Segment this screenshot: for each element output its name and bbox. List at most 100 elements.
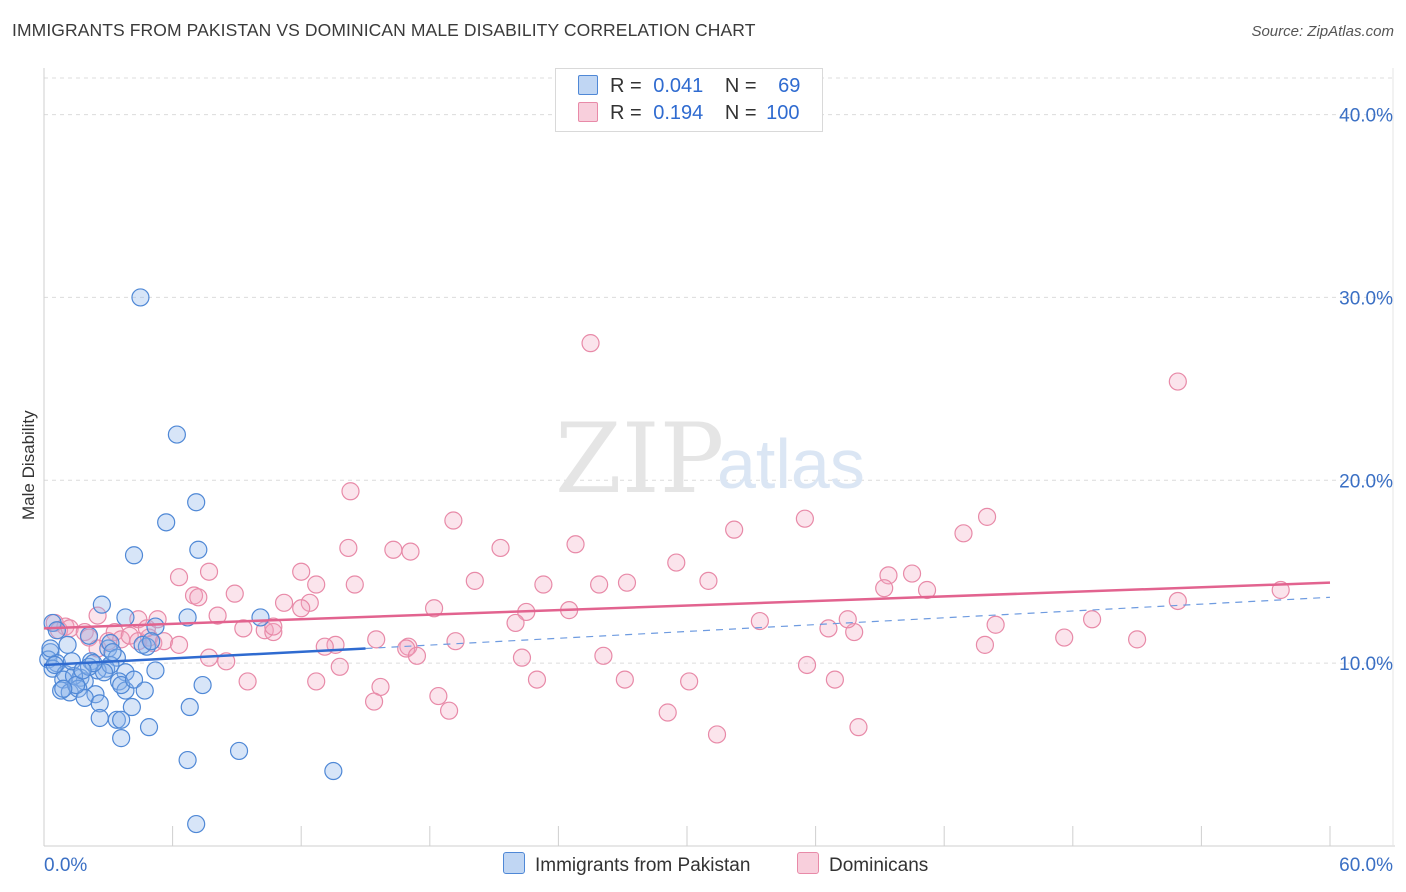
y-tick-label: 10.0%: [1339, 654, 1393, 675]
point-dominicans: [264, 622, 283, 642]
point-dominicans: [429, 686, 448, 706]
point-pakistan: [180, 697, 199, 717]
point-dominicans: [527, 670, 547, 689]
point-dominicans: [234, 619, 253, 638]
trend-lines: [43, 581, 1331, 667]
point-dominicans: [465, 571, 484, 590]
point-pakistan: [122, 697, 141, 717]
point-dominicans: [819, 619, 838, 638]
point-pakistan: [229, 741, 249, 761]
point-pakistan: [90, 694, 109, 713]
point-dominicans: [902, 564, 922, 583]
point-dominicans: [954, 524, 973, 543]
legend-n-value: 69: [778, 75, 801, 97]
point-dominicans: [401, 542, 420, 561]
chart-title: IMMIGRANTS FROM PAKISTAN VS DOMINICAN MA…: [12, 20, 756, 40]
point-dominicans: [88, 606, 107, 625]
point-pakistan: [92, 595, 111, 614]
point-pakistan: [58, 635, 77, 654]
point-pakistan: [116, 608, 135, 627]
grid-layer: [44, 77, 1395, 664]
point-dominicans: [339, 538, 358, 558]
point-dominicans: [444, 511, 463, 530]
point-dominicans: [292, 599, 311, 618]
legend-row-dominicans: R = 0.194 N = 100: [578, 102, 800, 128]
point-dominicans: [725, 520, 744, 539]
point-dominicans: [292, 562, 311, 581]
legend-swatch-dominicans: [578, 102, 598, 122]
point-dominicans: [189, 588, 208, 607]
legend-swatch-pakistan: [578, 75, 598, 95]
point-pakistan: [142, 632, 161, 651]
point-dominicans: [566, 535, 585, 554]
bottom-legend-dominicans[interactable]: Dominicans: [797, 852, 928, 877]
point-dominicans: [825, 670, 844, 689]
point-pakistan: [103, 643, 122, 662]
trend-pakistan: [43, 647, 366, 667]
point-dominicans: [407, 646, 427, 665]
point-dominicans: [667, 553, 686, 572]
point-pakistan: [124, 670, 144, 689]
point-pakistan: [112, 729, 131, 748]
point-dominicans: [169, 635, 189, 654]
point-dominicans: [208, 606, 227, 625]
point-pakistan: [167, 425, 186, 444]
watermark-zip: ZIP: [555, 403, 724, 515]
point-pakistan: [187, 493, 206, 512]
axes-layer: [43, 68, 1395, 847]
dominicans-points: [45, 334, 1290, 744]
point-pakistan: [187, 814, 206, 834]
point-dominicans: [512, 648, 532, 667]
legend-r-label: R =: [610, 102, 642, 124]
point-dominicans: [274, 593, 294, 612]
point-pakistan: [79, 626, 99, 645]
point-dominicans: [397, 639, 416, 658]
point-pakistan: [157, 513, 176, 532]
legend-n-value: 100: [766, 102, 800, 124]
point-dominicans: [1127, 630, 1147, 649]
stats-legend: R = 0.041 N = 69 R = 0.194 N = 100: [555, 68, 823, 132]
point-pakistan: [139, 718, 159, 737]
point-pakistan: [131, 288, 150, 307]
point-dominicans: [169, 568, 189, 587]
point-dominicans: [199, 562, 219, 581]
point-pakistan: [47, 621, 66, 640]
point-dominicans: [615, 670, 634, 689]
x-tick-label-max: 60.0%: [1339, 855, 1393, 876]
point-dominicans: [105, 622, 124, 642]
point-dominicans: [315, 637, 334, 656]
x-tick-label-min: 0.0%: [44, 855, 87, 876]
point-dominicans: [750, 611, 769, 631]
pakistan-points: [39, 288, 343, 834]
point-pakistan: [146, 661, 165, 680]
point-dominicans: [797, 655, 817, 675]
bottom-legend-pakistan[interactable]: Immigrants from Pakistan: [503, 852, 750, 877]
point-dominicans: [975, 635, 995, 654]
point-dominicans: [264, 617, 283, 636]
point-dominicans: [875, 579, 894, 598]
point-dominicans: [364, 692, 384, 711]
bottom-legend-label-dominicans: Dominicans: [829, 855, 929, 876]
point-pakistan: [90, 708, 109, 728]
point-dominicans: [1055, 628, 1074, 647]
bottom-legend-label-pakistan: Immigrants from Pakistan: [535, 855, 751, 876]
point-pakistan: [324, 761, 343, 781]
point-dominicans: [307, 575, 326, 594]
point-pakistan: [41, 639, 60, 658]
point-pakistan: [54, 679, 73, 698]
y-tick-labels: 10.0% 20.0% 30.0% 40.0%: [1339, 106, 1393, 676]
point-dominicans: [699, 571, 718, 590]
point-dominicans: [1168, 591, 1187, 611]
point-dominicans: [849, 718, 868, 737]
point-dominicans: [581, 334, 600, 353]
point-pakistan: [86, 685, 105, 704]
legend-row-pakistan: R = 0.041 N = 69: [578, 75, 800, 101]
point-dominicans: [446, 632, 465, 651]
point-pakistan: [124, 546, 144, 565]
point-pakistan: [178, 608, 197, 627]
trend-pakistan-extension: [365, 596, 1331, 650]
point-dominicans: [345, 575, 364, 594]
legend-n-label: N =: [724, 102, 757, 124]
point-dominicans: [707, 725, 727, 744]
